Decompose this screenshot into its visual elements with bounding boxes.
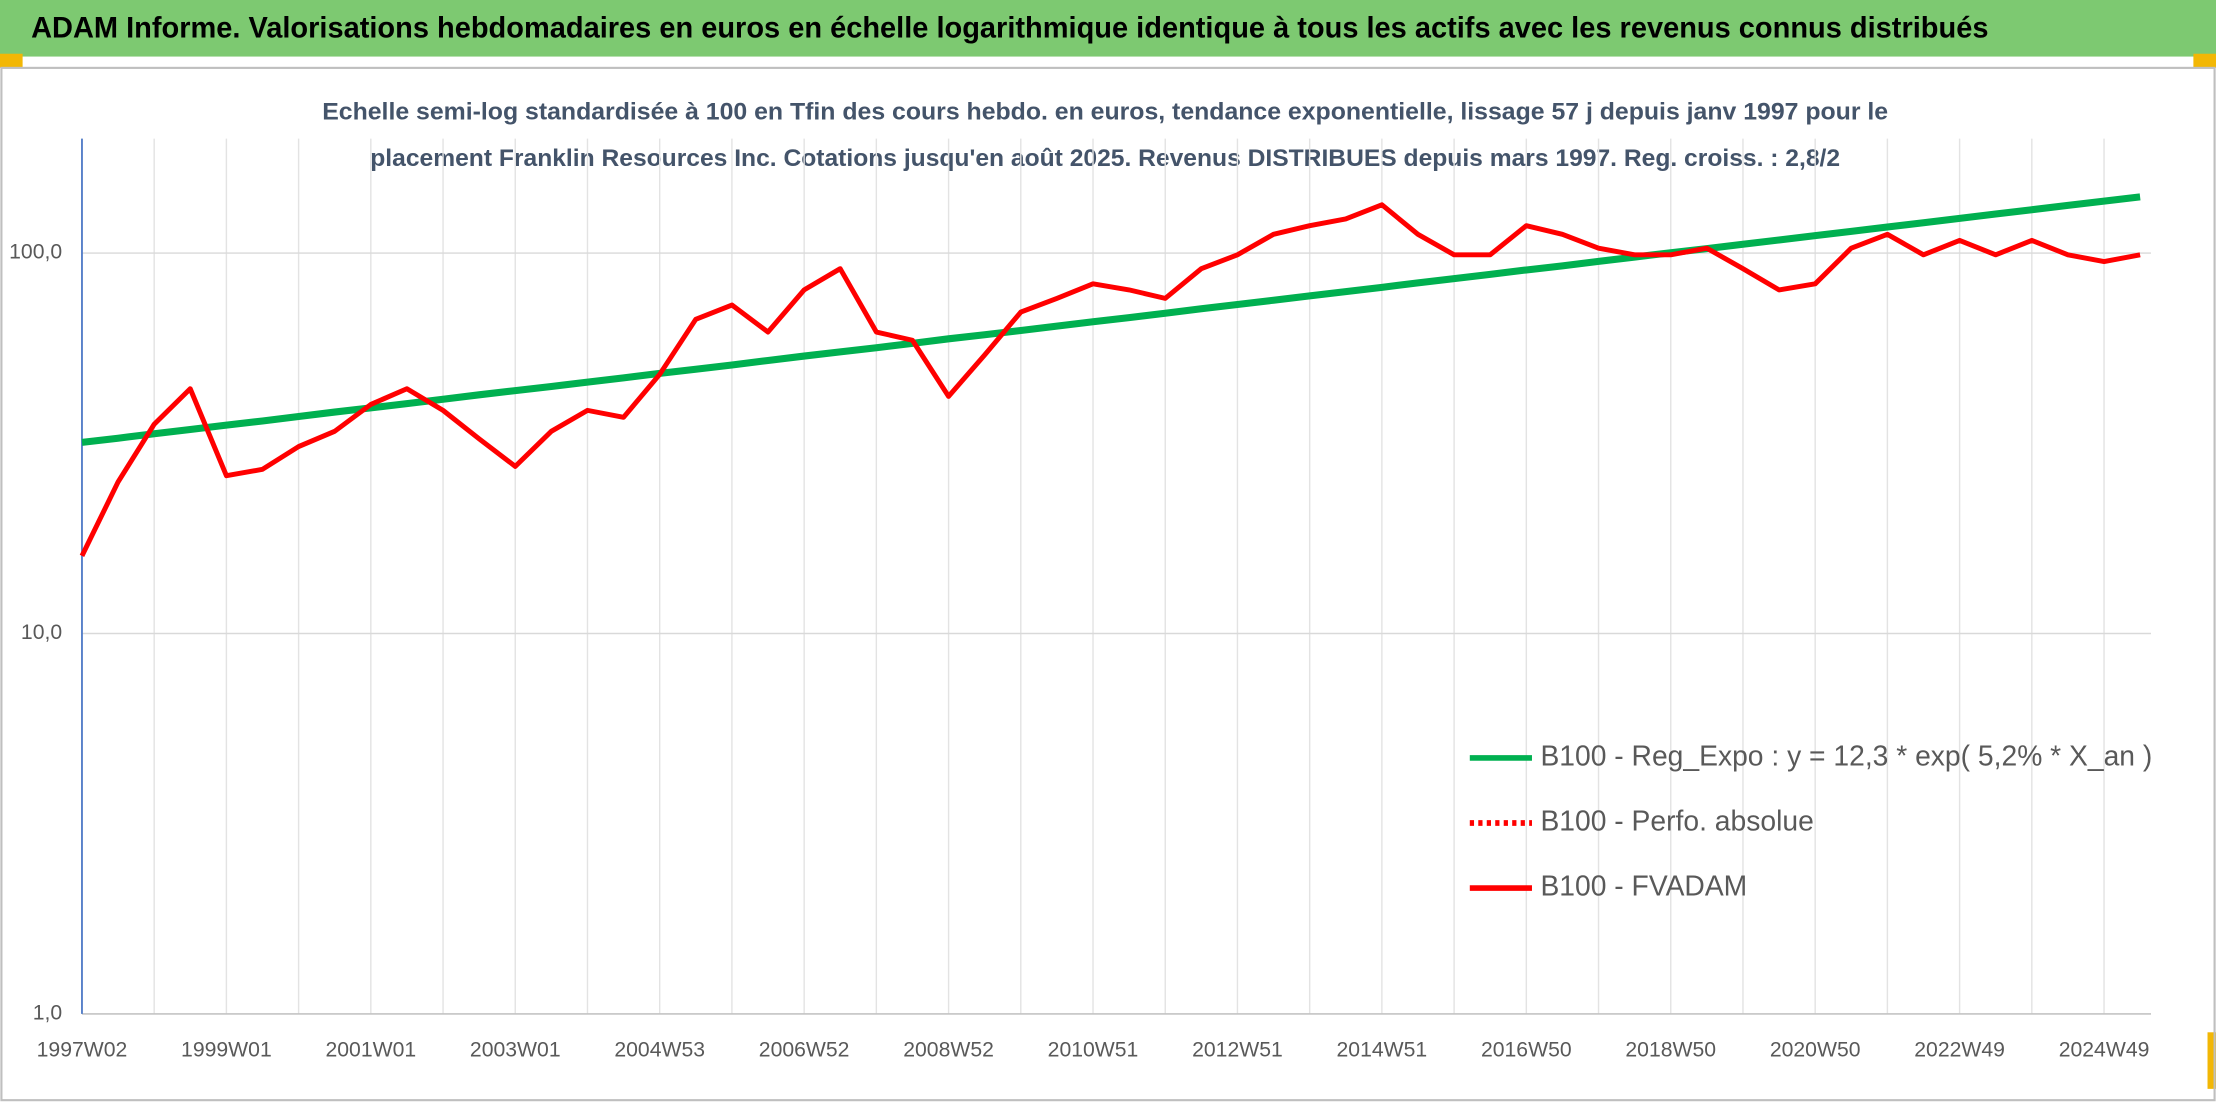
legend-label: B100 - Perfo. absolue [1540,804,1813,836]
chart-subtitle: placement Franklin Resources Inc. Cotati… [370,145,1840,172]
x-tick-label: 2012W51 [1192,1038,1283,1061]
x-tick-label: 2022W49 [1914,1038,2005,1061]
y-tick-label: 1,0 [33,1002,62,1025]
chart-subtitle: Echelle semi-log standardisée à 100 en T… [322,98,1888,125]
x-tick-label: 2003W01 [470,1038,561,1061]
corner-tab [2193,53,2216,68]
x-tick-label: 2008W52 [903,1038,994,1061]
header-bar [0,0,2216,57]
x-tick-label: 2024W49 [2059,1038,2150,1061]
x-tick-label: 2018W50 [1625,1038,1716,1061]
x-tick-label: 2010W51 [1048,1038,1139,1061]
x-tick-label: 1997W02 [37,1038,128,1061]
x-tick-label: 2014W51 [1337,1038,1428,1061]
x-tick-label: 2016W50 [1481,1038,1572,1061]
legend-label: B100 - FVADAM [1540,870,1747,902]
series-line [79,202,2141,557]
y-tick-label: 10,0 [21,621,62,644]
x-tick-label: 2006W52 [759,1038,850,1061]
x-tick-label: 2020W50 [1770,1038,1861,1061]
legend-label: B100 - Reg_Expo : y = 12,3 * exp( 5,2% *… [1540,739,2152,771]
header-title: ADAM Informe. Valorisations hebdomadaire… [31,12,1988,45]
corner-tab [0,53,23,68]
corner-tab [2207,1032,2216,1089]
x-tick-label: 2001W01 [325,1038,416,1061]
x-tick-label: 2004W53 [614,1038,705,1061]
x-tick-label: 1999W01 [181,1038,272,1061]
y-tick-label: 100,0 [9,241,62,264]
frame [0,66,2216,1102]
